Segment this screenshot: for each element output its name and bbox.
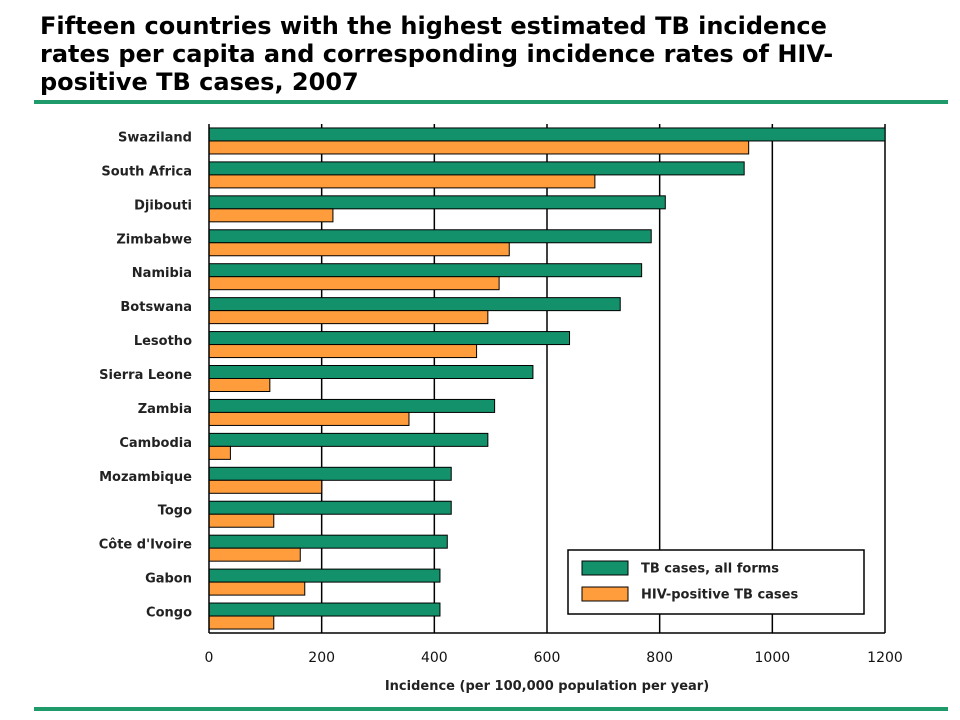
category-label-14: Congo bbox=[146, 606, 192, 621]
bar-tb-4 bbox=[208, 263, 643, 278]
bar-hiv-3 bbox=[208, 242, 510, 257]
legend-swatch-1 bbox=[581, 586, 629, 602]
x-axis-title: Incidence (per 100,000 population per ye… bbox=[385, 679, 709, 694]
category-label-9: Cambodia bbox=[119, 436, 192, 451]
bar-tb-2 bbox=[208, 195, 666, 210]
category-label-3: Zimbabwe bbox=[116, 232, 192, 247]
legend-label-1: HIV-positive TB cases bbox=[641, 588, 798, 603]
category-label-6: Lesotho bbox=[134, 334, 192, 349]
bar-tb-7 bbox=[208, 365, 534, 379]
bar-hiv-10 bbox=[208, 479, 323, 494]
bar-hiv-0 bbox=[208, 140, 750, 155]
bar-tb-14 bbox=[208, 602, 441, 617]
category-label-12: Côte d'Ivoire bbox=[99, 538, 192, 553]
bar-hiv-11 bbox=[208, 513, 275, 528]
x-tick-label-600: 600 bbox=[534, 650, 561, 666]
x-tick-label-1200: 1200 bbox=[867, 650, 903, 666]
bar-tb-6 bbox=[208, 331, 571, 346]
legend-swatch-0 bbox=[581, 560, 629, 576]
legend-box bbox=[567, 549, 865, 615]
bar-hiv-6 bbox=[208, 344, 478, 359]
category-label-11: Togo bbox=[158, 504, 192, 519]
bar-hiv-1 bbox=[208, 174, 596, 189]
x-tick-label-200: 200 bbox=[308, 650, 335, 666]
bar-tb-10 bbox=[208, 466, 452, 481]
bar-hiv-12 bbox=[208, 547, 301, 562]
x-tick-label-400: 400 bbox=[421, 650, 448, 666]
bar-tb-5 bbox=[208, 297, 621, 312]
bar-tb-8 bbox=[208, 398, 496, 413]
chart-title-line-3: positive TB cases, 2007 bbox=[40, 68, 359, 96]
bar-tb-13 bbox=[208, 568, 441, 583]
bar-hiv-13 bbox=[208, 581, 306, 596]
bar-tb-0 bbox=[208, 127, 886, 142]
bottom-divider bbox=[34, 707, 948, 711]
bar-hiv-9 bbox=[208, 445, 231, 460]
chart-title: Fifteen countries with the highest estim… bbox=[40, 12, 940, 96]
category-label-1: South Africa bbox=[101, 164, 192, 179]
legend-label-0: TB cases, all forms bbox=[641, 562, 779, 577]
x-tick-label-0: 0 bbox=[205, 650, 214, 666]
category-label-4: Namibia bbox=[132, 266, 192, 281]
bar-hiv-5 bbox=[208, 310, 489, 325]
category-label-8: Zambia bbox=[138, 402, 192, 417]
bar-tb-1 bbox=[208, 161, 745, 176]
category-label-0: Swaziland bbox=[118, 130, 192, 145]
chart-title-line-1: Fifteen countries with the highest estim… bbox=[40, 12, 827, 40]
bar-hiv-2 bbox=[208, 208, 334, 223]
bar-tb-12 bbox=[208, 534, 448, 549]
bar-hiv-8 bbox=[208, 411, 410, 426]
bar-tb-3 bbox=[208, 229, 652, 244]
chart-title-line-2: rates per capita and corresponding incid… bbox=[40, 40, 834, 68]
x-tick-label-1000: 1000 bbox=[755, 650, 791, 666]
category-label-7: Sierra Leone bbox=[99, 368, 192, 383]
x-tick-label-800: 800 bbox=[646, 650, 673, 666]
category-label-10: Mozambique bbox=[99, 470, 192, 485]
category-label-13: Gabon bbox=[145, 572, 192, 587]
bar-hiv-7 bbox=[208, 378, 271, 392]
bar-tb-11 bbox=[208, 500, 452, 515]
legend: TB cases, all forms HIV-positive TB cases bbox=[567, 549, 865, 615]
bar-hiv-4 bbox=[208, 276, 500, 291]
title-divider bbox=[34, 100, 948, 104]
bar-hiv-14 bbox=[208, 615, 275, 630]
bar-tb-9 bbox=[208, 432, 489, 447]
category-label-5: Botswana bbox=[120, 300, 192, 315]
category-label-2: Djibouti bbox=[134, 198, 192, 213]
